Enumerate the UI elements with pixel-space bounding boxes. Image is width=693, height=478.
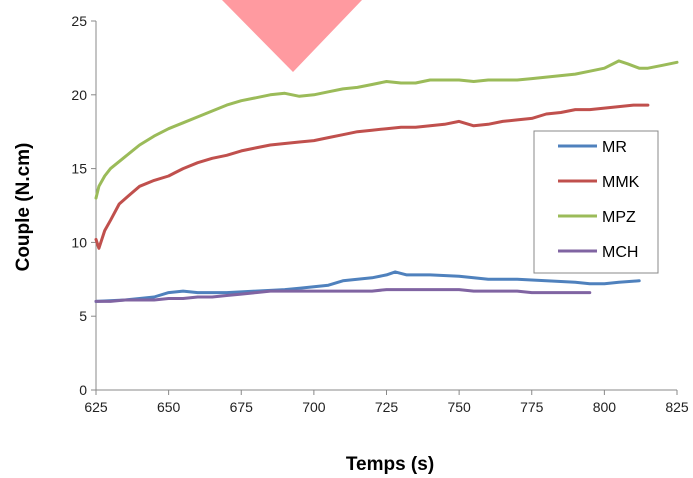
y-tick-label: 20 bbox=[71, 87, 87, 103]
x-tick-label: 675 bbox=[230, 399, 254, 415]
x-tick-label: 650 bbox=[157, 399, 181, 415]
legend-label-mmk: MMK bbox=[602, 174, 640, 191]
series-line-mmk bbox=[94, 103, 650, 250]
y-tick-label: 10 bbox=[71, 234, 87, 250]
series-line-mr bbox=[94, 270, 641, 303]
x-tick-label: 700 bbox=[302, 399, 326, 415]
y-tick-label: 5 bbox=[79, 308, 87, 324]
x-tick-label: 725 bbox=[375, 399, 399, 415]
y-tick-label: 25 bbox=[71, 13, 87, 29]
x-tick-group: 625 650 675 700 725 750 775 800 825 bbox=[84, 390, 689, 415]
legend-label-mch: MCH bbox=[602, 244, 638, 261]
series-line-mpz bbox=[94, 59, 679, 200]
x-tick-label: 825 bbox=[665, 399, 689, 415]
series-line-mch bbox=[94, 288, 592, 303]
y-tick-group: 0 5 10 15 20 25 bbox=[71, 13, 96, 398]
series-group bbox=[94, 59, 679, 303]
legend-item-mmk: MMK bbox=[558, 174, 640, 191]
y-axis-title: Couple (N.cm) bbox=[13, 143, 34, 272]
legend-item-mr: MR bbox=[558, 139, 627, 156]
x-axis-title: Temps (s) bbox=[346, 454, 434, 475]
legend-box bbox=[533, 130, 659, 274]
legend-item-mpz: MPZ bbox=[558, 209, 636, 226]
legend-item-mch: MCH bbox=[558, 244, 638, 261]
y-tick-label: 15 bbox=[71, 161, 87, 177]
legend-label-mr: MR bbox=[602, 139, 627, 156]
x-tick-label: 625 bbox=[84, 399, 108, 415]
x-tick-label: 775 bbox=[520, 399, 544, 415]
y-tick-label: 0 bbox=[79, 382, 87, 398]
x-tick-label: 800 bbox=[593, 399, 617, 415]
legend-label-mpz: MPZ bbox=[602, 209, 636, 226]
watermark-triangle bbox=[222, 0, 362, 72]
legend: MR MMK MPZ MCH bbox=[533, 130, 659, 274]
x-tick-label: 750 bbox=[447, 399, 471, 415]
